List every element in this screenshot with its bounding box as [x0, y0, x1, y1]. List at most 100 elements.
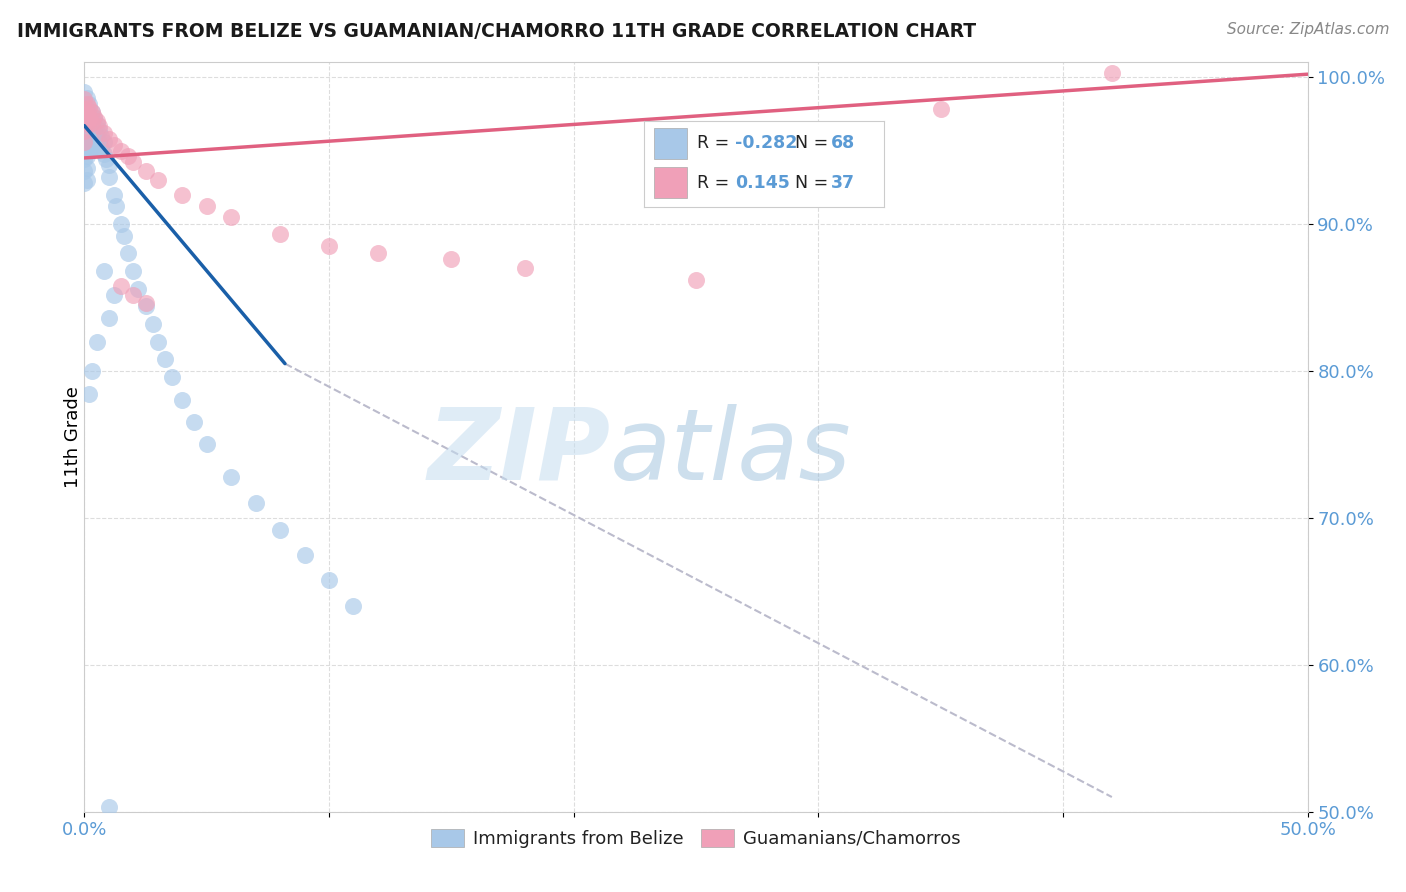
Point — [80, 141, 103, 155]
Point — [112, 228, 135, 243]
Point — [73, 128, 96, 143]
Point — [76, 161, 98, 176]
Point — [135, 296, 157, 310]
Point — [105, 199, 128, 213]
Point — [122, 155, 145, 169]
Text: 0.145: 0.145 — [735, 174, 790, 192]
Point — [76, 126, 98, 140]
Text: 37: 37 — [831, 174, 855, 192]
Point — [219, 469, 242, 483]
Point — [117, 246, 139, 260]
Point — [76, 91, 98, 105]
Point — [127, 282, 149, 296]
Point — [73, 117, 96, 131]
Point — [80, 105, 103, 120]
Text: R =: R = — [697, 134, 735, 153]
Text: 68: 68 — [831, 134, 855, 153]
Point — [73, 164, 96, 178]
Point — [162, 369, 184, 384]
Point — [90, 141, 112, 155]
Point — [93, 126, 115, 140]
Point — [76, 137, 98, 152]
Point — [117, 149, 139, 163]
Point — [73, 107, 96, 121]
Point — [86, 117, 108, 131]
Point — [110, 144, 132, 158]
Point — [440, 252, 463, 267]
Bar — [654, 128, 688, 159]
Point — [146, 173, 169, 187]
Point — [87, 135, 110, 149]
Point — [172, 393, 194, 408]
Point — [929, 103, 952, 117]
Point — [93, 146, 115, 161]
Point — [80, 128, 103, 143]
Point — [73, 124, 96, 138]
Point — [73, 153, 96, 167]
Point — [77, 132, 100, 146]
Point — [73, 141, 96, 155]
Point — [97, 800, 120, 814]
Point — [87, 119, 110, 133]
Point — [269, 227, 291, 242]
Point — [135, 299, 157, 313]
Point — [122, 287, 145, 301]
Point — [83, 135, 105, 149]
Point — [77, 108, 100, 122]
Legend: Immigrants from Belize, Guamanians/Chamorros: Immigrants from Belize, Guamanians/Chamo… — [425, 822, 967, 855]
Point — [76, 114, 98, 128]
Point — [77, 387, 100, 401]
Point — [146, 334, 169, 349]
Point — [367, 246, 389, 260]
Point — [103, 137, 125, 152]
Point — [73, 85, 96, 99]
Point — [93, 135, 115, 149]
Point — [110, 278, 132, 293]
Text: ZIP: ZIP — [427, 403, 610, 500]
Text: R =: R = — [697, 174, 735, 192]
Point — [97, 311, 120, 326]
Point — [93, 264, 115, 278]
Point — [83, 112, 105, 126]
Point — [77, 96, 100, 111]
Point — [142, 317, 165, 331]
Point — [172, 187, 194, 202]
Point — [86, 334, 108, 349]
Point — [90, 128, 112, 143]
Point — [87, 123, 110, 137]
Point — [76, 117, 98, 131]
Text: -0.282: -0.282 — [735, 134, 797, 153]
Point — [103, 287, 125, 301]
Point — [76, 103, 98, 117]
Point — [83, 110, 105, 124]
Point — [195, 199, 218, 213]
Point — [97, 158, 120, 172]
Point — [77, 112, 100, 126]
Point — [135, 164, 157, 178]
Point — [80, 116, 103, 130]
Point — [83, 123, 105, 137]
Point — [80, 105, 103, 120]
Text: N =: N = — [796, 134, 834, 153]
Point — [318, 239, 340, 253]
Point — [513, 261, 536, 276]
Point — [73, 96, 96, 111]
Point — [96, 153, 118, 167]
Point — [1101, 66, 1123, 80]
Text: N =: N = — [796, 174, 834, 192]
Point — [86, 141, 108, 155]
Bar — [654, 167, 688, 198]
Point — [76, 96, 98, 111]
Point — [80, 117, 103, 131]
Point — [342, 599, 364, 613]
Point — [73, 176, 96, 190]
Point — [76, 149, 98, 163]
Point — [86, 114, 108, 128]
Point — [103, 187, 125, 202]
Point — [153, 352, 176, 367]
Text: Source: ZipAtlas.com: Source: ZipAtlas.com — [1226, 22, 1389, 37]
Point — [73, 92, 96, 106]
Text: IMMIGRANTS FROM BELIZE VS GUAMANIAN/CHAMORRO 11TH GRADE CORRELATION CHART: IMMIGRANTS FROM BELIZE VS GUAMANIAN/CHAM… — [17, 22, 976, 41]
Point — [97, 169, 120, 184]
Point — [294, 548, 316, 562]
